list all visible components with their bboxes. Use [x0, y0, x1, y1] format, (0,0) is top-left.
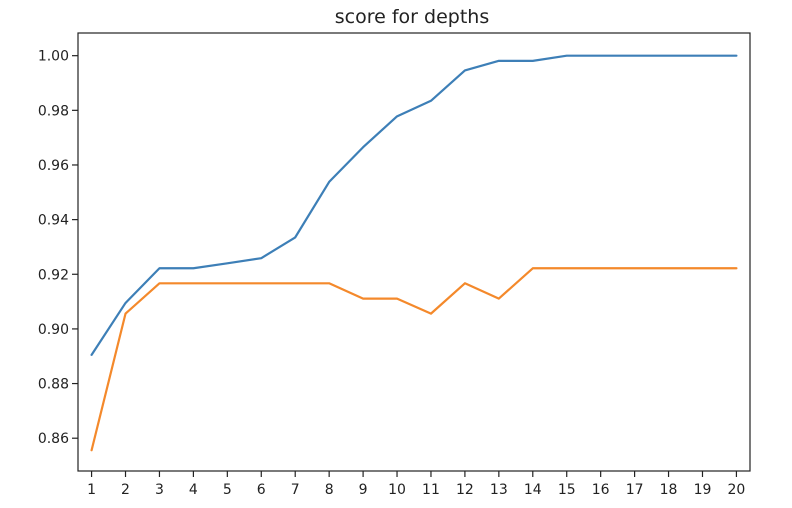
- x-tick-label: 14: [524, 482, 542, 498]
- x-tick-label: 4: [189, 482, 198, 498]
- y-tick-label: 0.94: [38, 213, 69, 229]
- x-tick-label: 18: [660, 482, 678, 498]
- x-tick-label: 10: [388, 482, 406, 498]
- x-tick-label: 7: [291, 482, 300, 498]
- y-tick-label: 0.98: [38, 103, 69, 119]
- x-tick-label: 13: [490, 482, 508, 498]
- x-tick-label: 19: [694, 482, 712, 498]
- x-tick-label: 8: [325, 482, 334, 498]
- x-tick-label: 5: [223, 482, 232, 498]
- y-tick-label: 0.88: [38, 377, 69, 393]
- x-tick-label: 16: [592, 482, 610, 498]
- x-tick-label: 17: [626, 482, 644, 498]
- chart-title: score for depths: [335, 6, 489, 28]
- y-tick-label: 0.86: [38, 431, 69, 447]
- x-tick-label: 20: [728, 482, 746, 498]
- x-tick-label: 6: [257, 482, 266, 498]
- x-tick-label: 2: [121, 482, 130, 498]
- x-axis: 1 2 3 4 5 6 7 8 9 10 11 12 13 14 15 16 17 18 19 20: [87, 471, 745, 498]
- y-axis: 0.86 0.88 0.90 0.92 0.94 0.96 0.98 1.00: [38, 49, 78, 447]
- series-group: [90, 54, 738, 452]
- x-tick-label: 15: [558, 482, 576, 498]
- x-tick-label: 3: [155, 482, 164, 498]
- plot-frame: [77, 32, 751, 472]
- series-line-1: [90, 54, 738, 356]
- y-tick-label: 0.96: [38, 158, 69, 174]
- x-tick-label: 9: [359, 482, 368, 498]
- x-tick-label: 1: [87, 482, 96, 498]
- x-tick-label: 12: [456, 482, 474, 498]
- y-tick-label: 0.92: [38, 267, 69, 283]
- y-tick-label: 0.90: [38, 322, 69, 338]
- x-tick-label: 11: [422, 482, 440, 498]
- y-tick-label: 1.00: [38, 49, 69, 65]
- series-line-2: [90, 267, 738, 452]
